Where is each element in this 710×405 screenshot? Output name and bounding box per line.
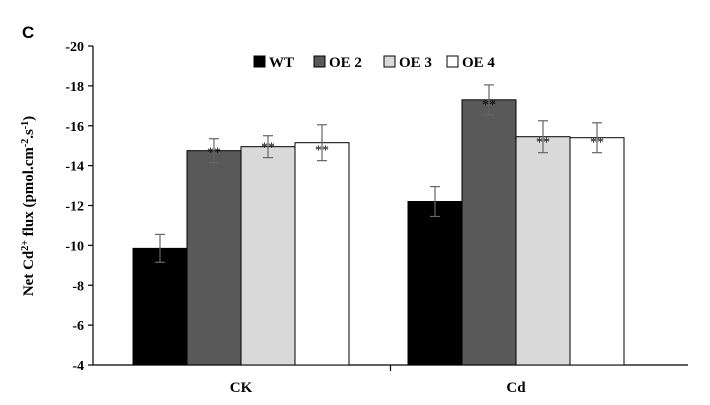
- bar-wt-cd: [407, 201, 463, 366]
- legend-swatch: [253, 55, 266, 68]
- y-tick-label: -10: [65, 239, 84, 254]
- y-tick-label: -18: [65, 80, 84, 95]
- y-tick-label: -8: [72, 279, 84, 294]
- bar-oe3-ck: [240, 146, 296, 366]
- legend-swatch: [313, 55, 326, 68]
- y-axis-label-part: .s: [21, 129, 37, 139]
- y-axis-label-superscript: 2+: [20, 240, 31, 251]
- bar-oe4-ck: [294, 142, 350, 366]
- significance-label: **: [482, 98, 496, 113]
- y-axis-label: Net Cd2+ flux (pmol.cm-2.s-1): [20, 116, 38, 296]
- y-tick-label: -16: [65, 120, 84, 135]
- x-category-label: Cd: [506, 380, 526, 396]
- significance-label: **: [315, 144, 329, 159]
- significance-label: **: [261, 141, 275, 156]
- y-tick-label: -12: [65, 200, 84, 215]
- y-axis-label-part: ): [21, 116, 37, 121]
- y-tick-label: -6: [72, 319, 84, 334]
- y-tick-label: -14: [65, 160, 84, 175]
- significance-label: **: [536, 136, 550, 151]
- y-axis-label-superscript: -2: [20, 139, 31, 147]
- significance-label: **: [207, 146, 221, 161]
- bar-oe3-cd: [515, 136, 571, 366]
- significance-label: **: [590, 136, 604, 151]
- x-category-label: CK: [230, 380, 253, 396]
- legend-label: OE 3: [399, 55, 432, 71]
- y-tick-label: -20: [65, 40, 84, 55]
- legend-swatch: [446, 55, 459, 68]
- bar-oe2-ck: [186, 150, 242, 366]
- bars: ** ** ** CK ** ** ** Cd: [132, 84, 625, 396]
- legend: WT OE 2 OE 3 OE 4: [253, 55, 495, 71]
- bar-oe4-cd: [569, 137, 625, 366]
- y-axis-label-part: flux (pmol.cm: [21, 147, 37, 240]
- bar-wt-ck: [132, 247, 188, 366]
- legend-label: OE 4: [462, 55, 495, 71]
- bar-oe2-cd: [461, 99, 517, 366]
- y-axis-label-superscript: -1: [20, 121, 31, 129]
- y-tick-label: -4: [72, 359, 84, 374]
- y-axis-title: Net Cd2+ flux (pmol.cm-2.s-1): [20, 116, 38, 296]
- panel-label: C: [22, 23, 34, 42]
- y-axis-label-part: Net Cd: [21, 250, 37, 296]
- legend-label: WT: [269, 55, 294, 71]
- legend-label: OE 2: [329, 55, 362, 71]
- legend-swatch: [383, 55, 396, 68]
